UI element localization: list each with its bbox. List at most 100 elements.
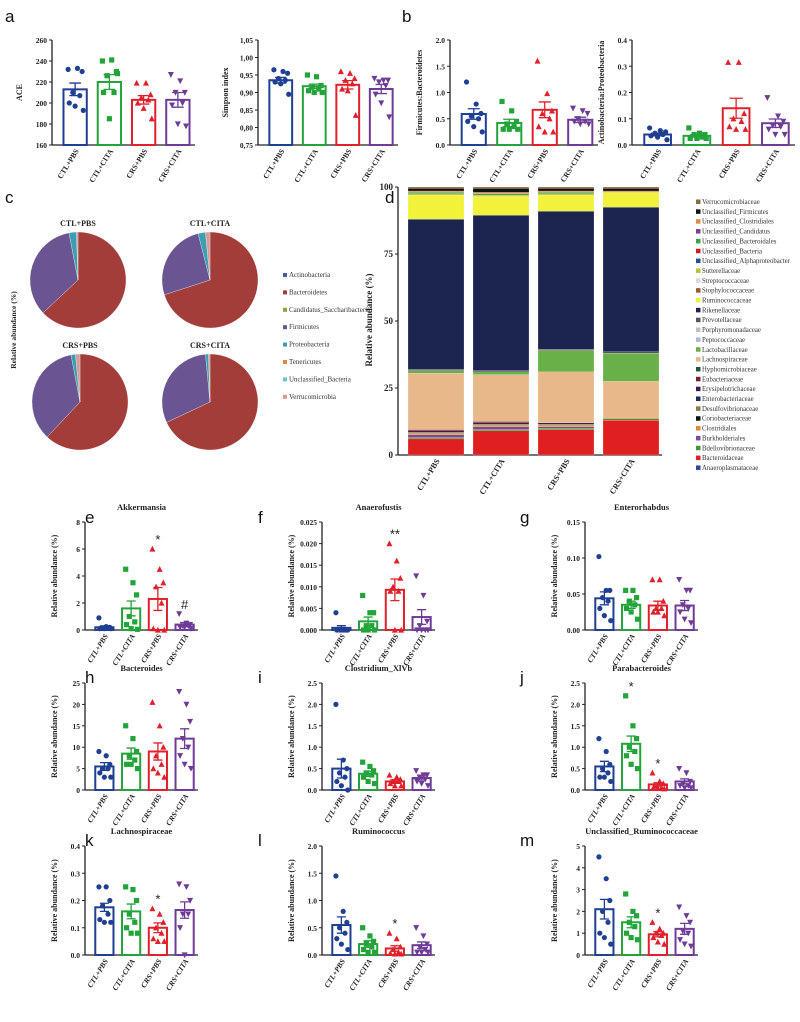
y-tick-label: 1.0: [436, 89, 446, 98]
data-point: [506, 126, 512, 132]
x-tick-label: CTL+CITA: [292, 147, 320, 184]
legend-swatch: [696, 229, 701, 234]
chart-j: 0.0 0.5 1.0 1.5 2.0 2.5 Relative abundance (%)…: [550, 663, 698, 827]
data-point: [596, 736, 602, 742]
stack-segment-Burkholderiales: [407, 434, 465, 438]
data-point: [334, 778, 340, 785]
data-point: [579, 108, 586, 115]
data-point: [597, 605, 603, 612]
data-point: [66, 100, 72, 106]
y-tick-label: 2.0: [571, 700, 581, 709]
data-point: [107, 897, 113, 904]
chart-title: Bacteroides: [120, 663, 163, 673]
y-axis-label: Relative abundance (%): [550, 695, 559, 778]
data-point: [424, 783, 431, 789]
panel-label-g: g: [520, 508, 529, 527]
data-point: [128, 761, 134, 767]
chart-title: Clostridium_XlVb: [345, 663, 413, 673]
pie-slice-Bacteroidetes: [46, 353, 129, 451]
legend-item: Tenericutes: [289, 358, 321, 366]
data-point: [333, 873, 339, 879]
data-point: [699, 134, 705, 140]
data-point: [391, 950, 398, 957]
data-point: [685, 605, 692, 612]
data-point: [397, 943, 404, 950]
legend-swatch: [283, 342, 287, 347]
y-tick-label: 5: [76, 765, 80, 774]
x-tick-label: CTL+PBS: [55, 147, 80, 180]
data-point: [345, 787, 351, 793]
chart-simpson: 0,75 0,80 0,85 0,90 0,95 1,00 1,05 Simpson inde…: [221, 36, 398, 184]
x-tick-label: CRS+PBS: [139, 632, 164, 664]
y-tick-label: 1,05: [240, 36, 253, 45]
data-point: [156, 722, 163, 729]
data-point: [601, 613, 607, 619]
data-point: [633, 736, 640, 742]
data-point: [391, 782, 398, 789]
data-point: [334, 936, 340, 942]
data-point: [369, 623, 375, 629]
legend-item: Desulfovibrionaceae: [702, 406, 758, 413]
data-point: [108, 919, 114, 925]
data-point: [158, 599, 165, 606]
stack-segment-Eubacteriaceae: [407, 429, 465, 431]
legend-swatch: [283, 273, 287, 277]
data-point: [101, 626, 107, 632]
data-point: [597, 774, 603, 780]
data-point: [134, 766, 141, 772]
y-tick-label: 0.0: [71, 951, 81, 960]
data-point: [741, 110, 748, 117]
panel-label-j: j: [519, 668, 524, 687]
data-point: [181, 952, 188, 959]
data-point: [101, 919, 107, 925]
data-point: [424, 949, 431, 956]
data-point: [702, 131, 708, 138]
x-tick-label: CTL+PBS: [585, 632, 610, 664]
x-tick-label: CTL+PBS: [454, 147, 479, 180]
significance-marker: #: [181, 597, 189, 612]
data-point: [626, 598, 632, 604]
stack-segment-Bacteroidaceae: [537, 429, 595, 456]
data-point: [694, 135, 700, 142]
y-tick-label: 220: [36, 78, 48, 87]
legend-item: Burkholderiales: [702, 435, 746, 442]
bar-CTL+PBS: [62, 88, 88, 146]
data-point: [780, 118, 787, 125]
y-tick-label: 4: [76, 572, 80, 581]
panel-label-i: i: [258, 668, 262, 687]
data-point: [304, 72, 311, 78]
data-point: [174, 121, 181, 128]
legend-item: Stophylococcaceae: [702, 288, 754, 295]
data-point: [539, 110, 546, 117]
stack-segment-Rikenellaceae: [602, 207, 660, 352]
data-point: [654, 784, 661, 791]
data-point: [132, 619, 138, 625]
x-tick-label: CTL+CITA: [87, 147, 115, 184]
data-point: [656, 925, 663, 932]
legend-item: Streptococcaceae: [702, 278, 749, 285]
chart-e: 0 2 4 6 8 Relative abundance (%) Akkermansia CT…: [50, 502, 198, 667]
stack-segment-Desulfovibrionaceae: [537, 424, 595, 426]
data-point: [169, 102, 176, 109]
y-tick-label: 0.000: [300, 626, 317, 635]
y-tick-label: 75: [384, 249, 394, 259]
data-point: [634, 766, 641, 772]
legend-swatch: [696, 288, 701, 293]
stack-segment-Bacteroidaceae: [407, 438, 465, 456]
data-point: [305, 88, 312, 94]
data-point: [657, 127, 663, 134]
data-point: [607, 897, 613, 904]
legend-swatch: [283, 290, 287, 295]
data-point: [632, 748, 638, 755]
y-tick-label: 0.025: [300, 518, 317, 527]
data-point: [128, 626, 134, 632]
y-axis-label: Relative abundance (%): [287, 534, 296, 617]
legend-swatch: [283, 394, 287, 399]
data-point: [99, 766, 106, 772]
y-tick-label: 1.5: [308, 869, 318, 878]
data-point: [338, 941, 344, 947]
data-point: [132, 757, 138, 763]
data-point: [126, 753, 132, 759]
y-tick-label: 2.5: [308, 679, 318, 688]
